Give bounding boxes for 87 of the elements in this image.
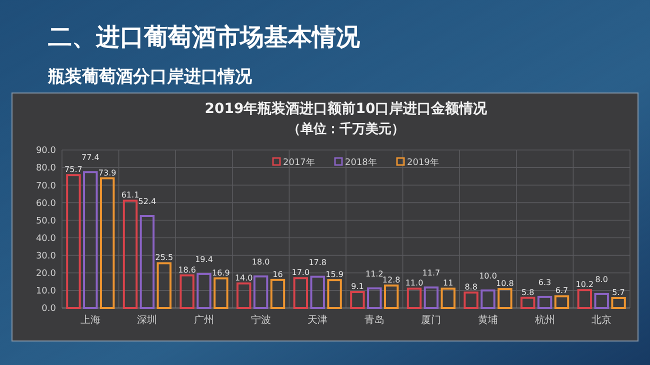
- data-label: 77.4: [81, 153, 100, 162]
- bar: [66, 174, 81, 309]
- bar: [293, 277, 308, 309]
- data-label: 18.0: [252, 257, 270, 266]
- bar: [310, 276, 325, 309]
- bar: [122, 200, 138, 309]
- x-tick-label: 深圳: [137, 314, 158, 326]
- data-label: 18.6: [178, 265, 196, 274]
- x-tick-label: 厦门: [421, 314, 442, 326]
- bar: [424, 286, 439, 309]
- bar: [498, 288, 512, 309]
- y-tick-label: 60.0: [36, 198, 56, 209]
- bar: [464, 292, 478, 309]
- data-label: 10.0: [479, 271, 497, 280]
- bar: [384, 284, 399, 309]
- bar: [196, 272, 212, 309]
- data-label: 10.8: [496, 279, 514, 288]
- data-label: 11: [443, 278, 454, 288]
- legend-label: 2017年: [283, 157, 315, 168]
- data-label: 6.3: [538, 278, 552, 287]
- bar: [83, 171, 98, 309]
- data-label: 8.0: [595, 274, 608, 284]
- y-tick-label: 80.0: [36, 164, 56, 174]
- legend-label: 2018年: [345, 157, 377, 168]
- data-label: 17.8: [308, 258, 327, 267]
- bar: [180, 274, 194, 309]
- bar: [350, 291, 365, 309]
- chart-title: 二、进口葡萄酒市场基本情况: [48, 23, 361, 51]
- bar: [594, 292, 609, 309]
- data-label: 52.4: [138, 197, 156, 206]
- y-tick-label: 70.0: [36, 181, 56, 192]
- data-label: 25.5: [155, 253, 174, 262]
- data-label: 12.8: [382, 276, 400, 285]
- x-tick-label: 青岛: [364, 314, 384, 326]
- data-label: 11.2: [365, 269, 384, 278]
- bar: [327, 279, 342, 309]
- x-tick-label: 宁波: [250, 314, 271, 326]
- x-tick-label: 黄埔: [478, 314, 498, 326]
- y-tick-label: 40.0: [36, 234, 56, 244]
- data-label: 11.0: [405, 278, 424, 288]
- bar: [520, 296, 536, 309]
- y-tick-label: 50.0: [36, 216, 56, 226]
- text: （单位：千万美元）: [288, 121, 404, 137]
- data-label: 6.7: [555, 286, 568, 296]
- bar: [554, 295, 570, 309]
- bar: [537, 296, 552, 309]
- data-label: 11.7: [422, 268, 440, 278]
- y-tick-label: 90.0: [36, 146, 56, 156]
- data-label: 10.2: [576, 280, 594, 290]
- bar: [480, 289, 496, 309]
- x-tick-label: 北京: [592, 314, 612, 326]
- y-tick-label: 20.0: [36, 269, 56, 280]
- data-label: 16: [272, 270, 283, 279]
- data-label: 8.8: [464, 282, 478, 292]
- legend-label: 2019年: [407, 157, 439, 168]
- data-label: 9.1: [351, 282, 364, 292]
- x-tick-label: 上海: [80, 314, 100, 326]
- data-label: 61.1: [121, 190, 140, 200]
- bar: [140, 215, 155, 309]
- data-label: 19.4: [195, 254, 213, 264]
- y-tick-label: 10.0: [36, 286, 56, 297]
- data-label: 14.0: [234, 273, 253, 282]
- data-label: 15.9: [326, 270, 344, 280]
- x-tick-label: 杭州: [534, 314, 555, 326]
- x-tick-label: 广州: [194, 314, 214, 326]
- bar: [440, 288, 456, 309]
- bar: [100, 177, 115, 309]
- bar: [270, 278, 286, 309]
- bar: [577, 289, 592, 309]
- x-tick-label: 天津: [308, 314, 328, 326]
- data-label: 17.0: [292, 268, 310, 278]
- bar: [611, 296, 626, 309]
- data-label: 75.7: [64, 165, 82, 174]
- data-label: 16.9: [212, 268, 230, 278]
- data-label: 73.9: [98, 168, 116, 178]
- bar: [214, 277, 228, 309]
- data-label: 5.7: [612, 288, 625, 297]
- chart-subtitle: 瓶装葡萄酒分口岸进口情况: [47, 67, 253, 87]
- bar: [406, 288, 422, 309]
- data-label: 5.8: [521, 288, 534, 297]
- bar: [253, 275, 268, 309]
- y-tick-label: 30.0: [36, 251, 56, 262]
- bar: [236, 282, 252, 309]
- text: 2019年瓶装酒进口额前10口岸进口金额情况: [204, 100, 488, 117]
- bar: [367, 287, 382, 309]
- bar: [156, 262, 172, 309]
- y-tick-label: 0.0: [42, 304, 56, 314]
